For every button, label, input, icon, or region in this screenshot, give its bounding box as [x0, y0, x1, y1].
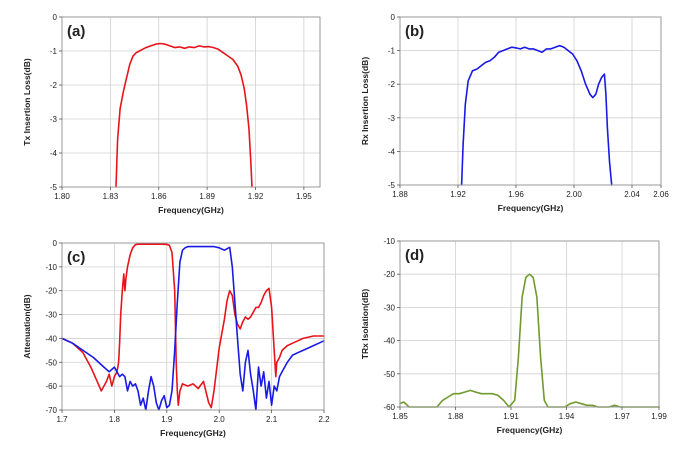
x-axis-label: Frequency(GHz)	[160, 428, 226, 438]
x-tick-label: 1.7	[56, 415, 68, 424]
y-tick-label: -10	[45, 263, 57, 272]
y-tick-label: -5	[388, 181, 396, 190]
y-axis-label: Rx Insertion Loss(dB)	[360, 57, 370, 145]
y-tick-label: 0	[53, 13, 58, 22]
series-line-d-1	[399, 273, 660, 408]
x-tick-label: 1.88	[392, 190, 408, 199]
x-tick-label: 1.80	[54, 192, 70, 201]
y-tick-label: -50	[45, 358, 57, 367]
chart-panel-d: 1.85 1.88 1.91 1.94 1.97 1.99 -10 -20 -30 -40 -50 -…	[360, 237, 667, 435]
y-tick-label: -2	[388, 80, 396, 89]
x-tick-label: 1.9	[161, 415, 173, 424]
y-tick-label: 0	[53, 239, 58, 248]
x-tick-label: 1.85	[392, 412, 408, 421]
series-line-b-1	[460, 44, 613, 186]
chart-panel-a: 1.80 1.83 1.86 1.89 1.92 1.95 0 -1 -2 -3 -4 -5 Frequ…	[22, 13, 321, 215]
x-tick-label: 1.88	[448, 412, 464, 421]
x-tick-label: 1.91	[503, 412, 519, 421]
y-tick-label: -60	[45, 382, 57, 391]
x-tick-label: 1.83	[103, 192, 119, 201]
y-tick-label: -20	[45, 287, 57, 296]
y-tick-label: -50	[383, 370, 395, 379]
y-tick-label: -30	[45, 311, 57, 320]
y-tick-label: -20	[383, 270, 395, 279]
y-tick-label: -5	[50, 183, 58, 192]
y-axis-label: TRx Isolation(dB)	[360, 289, 370, 360]
chart-panel-b: 1.88 1.92 1.96 2.00 2.04 2.06 0 -1 -2 -3 -4 -5 Frequ…	[360, 13, 669, 213]
panel-label: (b)	[405, 23, 424, 40]
x-tick-label: 1.8	[109, 415, 121, 424]
x-tick-label: 1.92	[450, 190, 466, 199]
y-tick-label: -1	[50, 47, 58, 56]
y-tick-label: -30	[383, 303, 395, 312]
x-tick-label: 1.92	[248, 192, 264, 201]
series-line-c-1	[61, 243, 325, 409]
panel-label: (d)	[405, 247, 424, 264]
x-tick-label: 1.95	[296, 192, 312, 201]
y-tick-label: -3	[388, 114, 396, 123]
x-tick-label: 1.94	[559, 412, 575, 421]
plot-area-a	[61, 16, 321, 188]
x-tick-label: 1.99	[651, 412, 667, 421]
y-tick-label: -40	[383, 337, 395, 346]
x-tick-label: 2.2	[318, 415, 330, 424]
plot-border-b	[399, 16, 662, 186]
x-tick-label: 1.96	[508, 190, 524, 199]
x-tick-label: 1.86	[151, 192, 167, 201]
x-tick-label: 1.89	[199, 192, 215, 201]
y-tick-label: -4	[50, 149, 58, 158]
x-tick-label: 1.97	[614, 412, 630, 421]
x-axis-label: Frequency(GHz)	[498, 203, 564, 213]
y-tick-label: -3	[50, 115, 58, 124]
x-tick-label: 2.04	[624, 190, 640, 199]
y-axis-label: Tx Insertion Loss(dB)	[22, 58, 32, 146]
x-tick-label: 2.0	[214, 415, 226, 424]
series-line-c-2	[61, 245, 325, 411]
y-tick-label: -1	[388, 47, 396, 56]
plot-border-a	[61, 16, 321, 188]
y-tick-label: -2	[50, 81, 58, 90]
y-tick-label: -4	[388, 147, 396, 156]
panel-label: (a)	[67, 23, 85, 40]
x-tick-label: 2.1	[266, 415, 278, 424]
y-tick-label: -10	[383, 237, 395, 246]
x-tick-label: 2.00	[566, 190, 582, 199]
plot-area-c	[61, 242, 325, 411]
x-axis-label: Frequency(GHz)	[497, 425, 563, 435]
plot-border-c	[61, 242, 325, 411]
y-tick-label: -70	[45, 406, 57, 415]
plot-area-d	[399, 240, 660, 408]
y-tick-label: -40	[45, 334, 57, 343]
x-axis-label: Frequency(GHz)	[158, 205, 224, 215]
plot-area-b	[399, 16, 662, 186]
panel-label: (c)	[67, 249, 85, 266]
y-tick-label: -60	[383, 403, 395, 412]
x-tick-label: 2.06	[653, 190, 669, 199]
series-line-a-1	[115, 42, 253, 188]
plot-border-d	[399, 240, 660, 408]
y-tick-label: 0	[391, 13, 396, 22]
y-axis-label: Attenuation(dB)	[22, 294, 32, 358]
chart-panel-c: 1.7 1.8 1.9 2.0 2.1 2.2 0 -10 -20 -30 -40 -50 -60 -70…	[22, 239, 330, 438]
